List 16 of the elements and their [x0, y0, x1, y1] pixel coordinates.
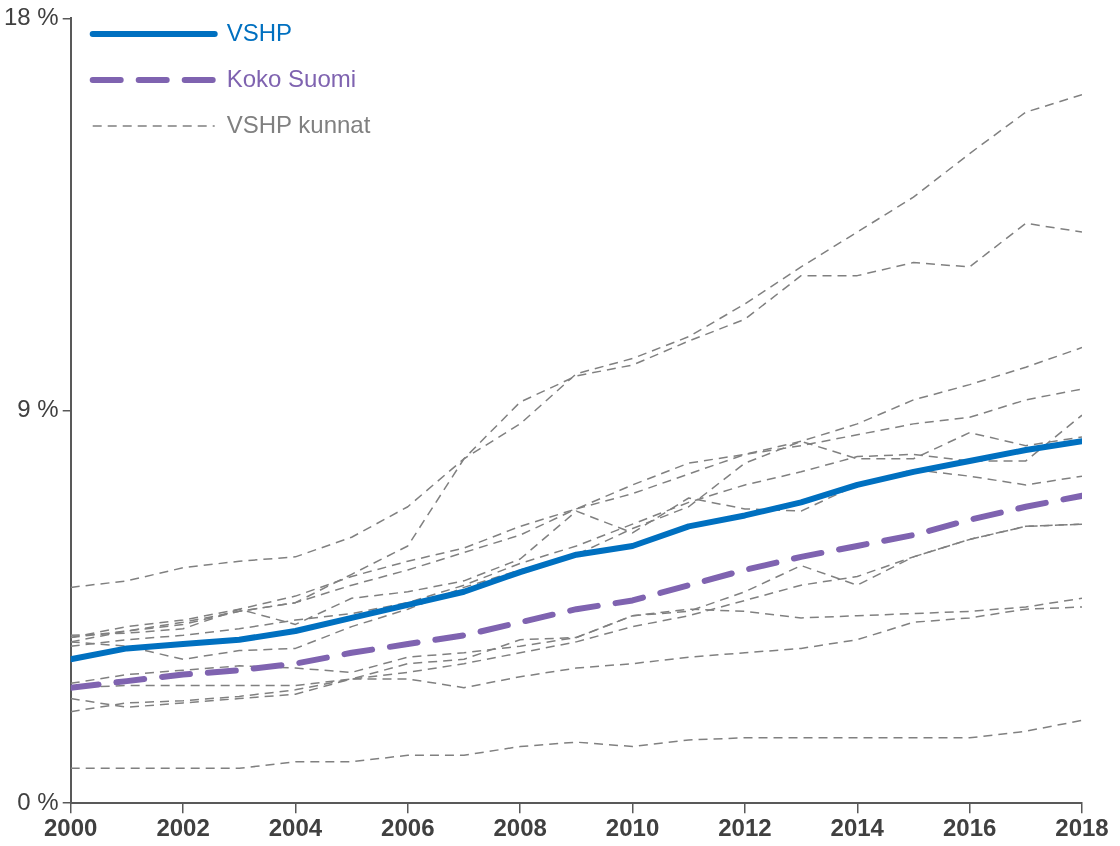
- y-tick-label: 9 %: [17, 395, 59, 423]
- text: VSHP: [226, 18, 293, 46]
- x-tick-label: 2006: [381, 814, 435, 842]
- text: Koko Suomi: [226, 64, 357, 92]
- x-tick-label: 2002: [156, 814, 210, 842]
- x-tick-label: 2008: [493, 814, 547, 842]
- y-tick-label: 18 %: [4, 3, 59, 31]
- text: VSHP kunnat: [226, 110, 371, 138]
- x-tick-label: 2004: [268, 814, 323, 842]
- x-tick-label: 2014: [830, 814, 885, 842]
- x-tick-label: 2012: [718, 814, 772, 842]
- x-tick-label: 2018: [1055, 814, 1109, 842]
- x-tick-label: 2000: [44, 814, 98, 842]
- x-tick-label: 2010: [605, 814, 660, 842]
- y-tick-label: 0 %: [17, 787, 59, 815]
- x-tick-label: 2016: [942, 814, 997, 842]
